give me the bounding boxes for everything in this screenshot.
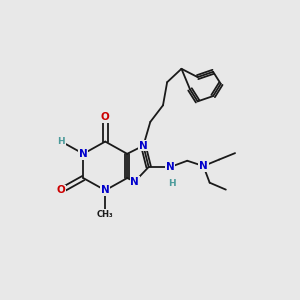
Text: O: O [101,112,110,122]
Text: N: N [130,176,139,187]
Text: N: N [139,141,148,151]
Text: N: N [101,185,110,195]
Text: H: H [58,137,65,146]
Text: N: N [79,149,88,159]
Text: O: O [57,185,66,195]
Text: CH₃: CH₃ [97,210,114,219]
Text: N: N [166,162,175,172]
Text: H: H [168,179,176,188]
Text: N: N [199,161,208,171]
